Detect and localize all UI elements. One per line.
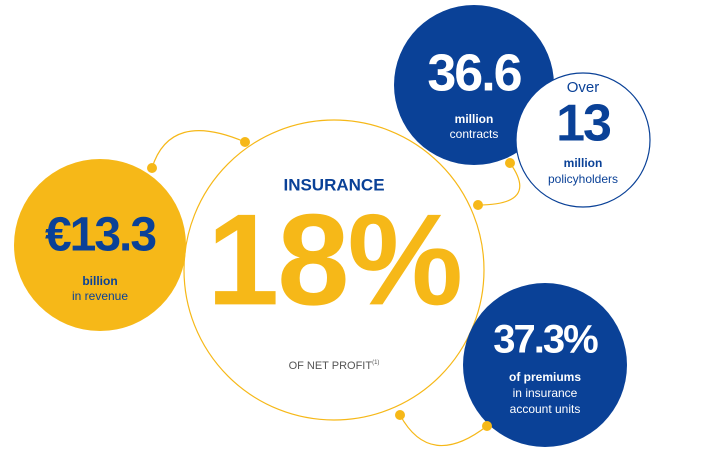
- caption-text: OF NET PROFIT: [289, 360, 373, 372]
- dot: [505, 158, 515, 168]
- dots: [147, 137, 515, 431]
- main-figure: 18%: [207, 186, 461, 332]
- revenue-caption: in revenue: [72, 289, 128, 303]
- policyholders-unit: million: [564, 156, 603, 170]
- footnote: (1): [372, 360, 379, 366]
- heading: INSURANCE: [283, 175, 384, 194]
- premiums-figure: 37.3%: [493, 318, 598, 362]
- dot: [482, 421, 492, 431]
- caption: OF NET PROFIT(1): [289, 360, 380, 372]
- revenue-circle: [14, 159, 186, 331]
- dot: [395, 410, 405, 420]
- contracts-caption: contracts: [450, 127, 499, 141]
- premiums-caption: in insurance: [513, 386, 578, 400]
- premiums-circle: [463, 283, 627, 447]
- contracts-unit: million: [455, 112, 494, 126]
- connector: [399, 414, 488, 447]
- premiums-unit: of premiums: [509, 370, 581, 384]
- policyholders-figure: 13: [556, 95, 611, 153]
- dot: [473, 200, 483, 210]
- policyholders-caption: policyholders: [548, 172, 618, 186]
- revenue-figure: €13.3: [45, 209, 155, 262]
- main-circle: [183, 119, 485, 421]
- connector: [151, 130, 246, 169]
- contracts-circle: [394, 5, 554, 165]
- policyholders-circle: [515, 72, 651, 208]
- revenue-unit: billion: [82, 274, 117, 288]
- policyholders-prefix: Over: [567, 79, 600, 96]
- connector: [477, 162, 521, 206]
- contracts-figure: 36.6: [427, 45, 521, 103]
- premiums-caption: account units: [510, 402, 581, 416]
- dot: [240, 137, 250, 147]
- dot: [147, 163, 157, 173]
